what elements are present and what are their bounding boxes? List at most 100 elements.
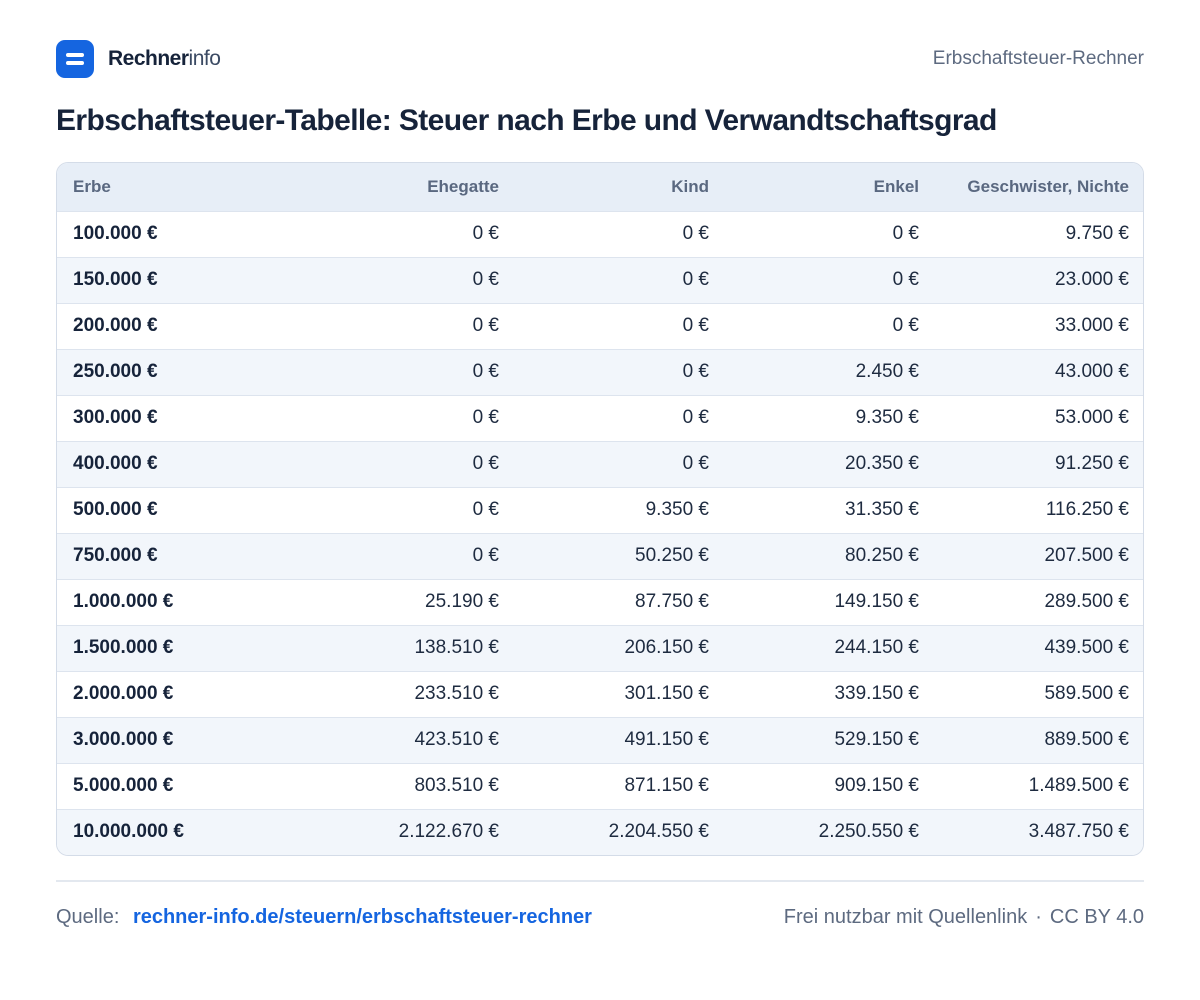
cell-tax-amount: 2.450 € <box>855 361 919 382</box>
source-link[interactable]: rechner-info.de/steuern/erbschaftsteuer-… <box>132 906 592 928</box>
cell-tax-amount: 0 € <box>472 407 499 428</box>
cell-erbe-amount: 3.000.000 € <box>73 729 174 750</box>
brand-name-bold: Rechner <box>108 47 189 70</box>
cell-erbe-amount: 150.000 € <box>73 269 158 290</box>
cell-tax-amount: 289.500 € <box>1044 591 1129 612</box>
cell-tax-amount: 439.500 € <box>1044 637 1129 658</box>
cell-tax-amount: 0 € <box>472 545 499 566</box>
cell-tax-amount: 0 € <box>472 361 499 382</box>
cell-tax-amount: 1.489.500 € <box>1028 775 1129 796</box>
page-title: Erbschaftsteuer-Tabelle: Steuer nach Erb… <box>56 104 997 137</box>
table-row: 300.000 € 0 € 0 € 9.350 € 53.000 € <box>57 395 1143 441</box>
cell-tax-amount: 871.150 € <box>624 775 709 796</box>
column-header-geschwister: Geschwister, Nichte <box>967 176 1129 196</box>
cell-tax-amount: 207.500 € <box>1044 545 1129 566</box>
table-row: 150.000 € 0 € 0 € 0 € 23.000 € <box>57 257 1143 303</box>
table-row: 750.000 € 0 € 50.250 € 80.250 € 207.500 € <box>57 533 1143 579</box>
column-header-erbe: Erbe <box>73 176 111 196</box>
cell-tax-amount: 233.510 € <box>414 683 499 704</box>
cell-tax-amount: 0 € <box>682 361 709 382</box>
cell-tax-amount: 9.350 € <box>645 499 709 520</box>
cell-tax-amount: 803.510 € <box>414 775 499 796</box>
cell-tax-amount: 116.250 € <box>1045 499 1129 520</box>
cell-tax-amount: 23.000 € <box>1055 269 1129 290</box>
cell-tax-amount: 0 € <box>682 453 709 474</box>
cell-tax-amount: 31.350 € <box>845 499 919 520</box>
cell-tax-amount: 0 € <box>472 315 499 336</box>
table-row: 100.000 € 0 € 0 € 0 € 9.750 € <box>57 211 1143 257</box>
table-row: 3.000.000 € 423.510 € 491.150 € 529.150 € 88… <box>57 717 1143 763</box>
logo-icon <box>56 40 94 78</box>
cell-erbe-amount: 500.000 € <box>73 499 158 520</box>
cell-tax-amount: 50.250 € <box>635 545 709 566</box>
cell-tax-amount: 138.510 € <box>414 637 499 658</box>
page-header: Rechnerinfo Erbschaftsteuer-Rechner <box>56 40 1144 78</box>
brand[interactable]: Rechnerinfo <box>56 40 221 78</box>
cell-tax-amount: 3.487.750 € <box>1028 821 1129 843</box>
brand-name: Rechnerinfo <box>108 47 221 71</box>
column-header-enkel: Enkel <box>873 176 919 196</box>
tax-table-container: Erbe Ehegatte Kind Enkel Geschwister, Ni… <box>56 162 1144 856</box>
footer: Quelle: rechner-info.de/steuern/erbschaf… <box>56 906 1144 929</box>
cell-erbe-amount: 750.000 € <box>73 545 158 566</box>
cell-tax-amount: 0 € <box>472 453 499 474</box>
table-row: 400.000 € 0 € 0 € 20.350 € 91.250 € <box>57 441 1143 487</box>
cell-tax-amount: 0 € <box>682 223 709 244</box>
cell-tax-amount: 529.150 € <box>834 729 919 750</box>
cell-erbe-amount: 1.000.000 € <box>73 591 174 612</box>
cell-tax-amount: 0 € <box>892 315 919 336</box>
table-row: 500.000 € 0 € 9.350 € 31.350 € 116.250 € <box>57 487 1143 533</box>
license-text: Frei nutzbar mit Quellenlink <box>783 906 1028 928</box>
source: Quelle: rechner-info.de/steuern/erbschaf… <box>56 906 592 929</box>
cell-tax-amount: 87.750 € <box>635 591 709 612</box>
cell-tax-amount: 0 € <box>892 223 919 244</box>
cell-tax-amount: 0 € <box>682 269 709 290</box>
cell-erbe-amount: 100.000 € <box>73 223 158 244</box>
cell-tax-amount: 9.350 € <box>855 407 919 428</box>
table-row: 5.000.000 € 803.510 € 871.150 € 909.150 € 1.… <box>57 763 1143 809</box>
cell-tax-amount: 43.000 € <box>1055 361 1129 382</box>
brand-name-light: info <box>188 47 221 70</box>
cell-tax-amount: 0 € <box>682 315 709 336</box>
cell-tax-amount: 53.000 € <box>1055 407 1129 428</box>
tax-table: Erbe Ehegatte Kind Enkel Geschwister, Ni… <box>57 163 1143 855</box>
cell-tax-amount: 206.150 € <box>624 637 709 658</box>
cell-tax-amount: 80.250 € <box>845 545 919 566</box>
cell-erbe-amount: 10.000.000 € <box>73 821 184 843</box>
cell-tax-amount: 589.500 € <box>1044 683 1129 704</box>
table-header-row: Erbe Ehegatte Kind Enkel Geschwister, Ni… <box>57 163 1143 211</box>
separator: · <box>1035 906 1042 928</box>
cell-erbe-amount: 1.500.000 € <box>73 637 174 658</box>
cell-tax-amount: 491.150 € <box>624 729 709 750</box>
cell-tax-amount: 0 € <box>682 407 709 428</box>
cell-tax-amount: 339.150 € <box>834 683 919 704</box>
cell-tax-amount: 149.150 € <box>834 591 919 612</box>
cell-tax-amount: 244.150 € <box>834 637 919 658</box>
cell-tax-amount: 0 € <box>472 269 499 290</box>
cell-erbe-amount: 250.000 € <box>73 361 158 382</box>
cell-tax-amount: 20.350 € <box>845 453 919 474</box>
cell-erbe-amount: 5.000.000 € <box>73 775 174 796</box>
header-tool-name: Erbschaftsteuer-Rechner <box>932 48 1144 69</box>
cell-tax-amount: 9.750 € <box>1065 223 1129 244</box>
cell-tax-amount: 25.190 € <box>425 591 499 612</box>
cell-tax-amount: 909.150 € <box>834 775 919 796</box>
cell-erbe-amount: 300.000 € <box>73 407 158 428</box>
license-badge: CC BY 4.0 <box>1049 906 1144 928</box>
table-row: 1.500.000 € 138.510 € 206.150 € 244.150 € 43… <box>57 625 1143 671</box>
footer-divider <box>56 880 1144 882</box>
license-info: Frei nutzbar mit Quellenlink · CC BY 4.0 <box>784 906 1144 929</box>
cell-erbe-amount: 400.000 € <box>73 453 158 474</box>
cell-tax-amount: 2.204.550 € <box>608 821 709 843</box>
source-label: Quelle: <box>56 906 120 928</box>
cell-tax-amount: 423.510 € <box>414 729 499 750</box>
cell-tax-amount: 2.250.550 € <box>818 821 919 843</box>
column-header-ehegatte: Ehegatte <box>427 176 499 196</box>
table-row: 10.000.000 € 2.122.670 € 2.204.550 € 2.250.… <box>57 809 1143 855</box>
cell-erbe-amount: 2.000.000 € <box>73 683 174 704</box>
table-row: 200.000 € 0 € 0 € 0 € 33.000 € <box>57 303 1143 349</box>
table-row: 1.000.000 € 25.190 € 87.750 € 149.150 € 289.… <box>57 579 1143 625</box>
column-header-kind: Kind <box>671 176 709 196</box>
cell-tax-amount: 33.000 € <box>1055 315 1129 336</box>
cell-tax-amount: 0 € <box>472 499 499 520</box>
